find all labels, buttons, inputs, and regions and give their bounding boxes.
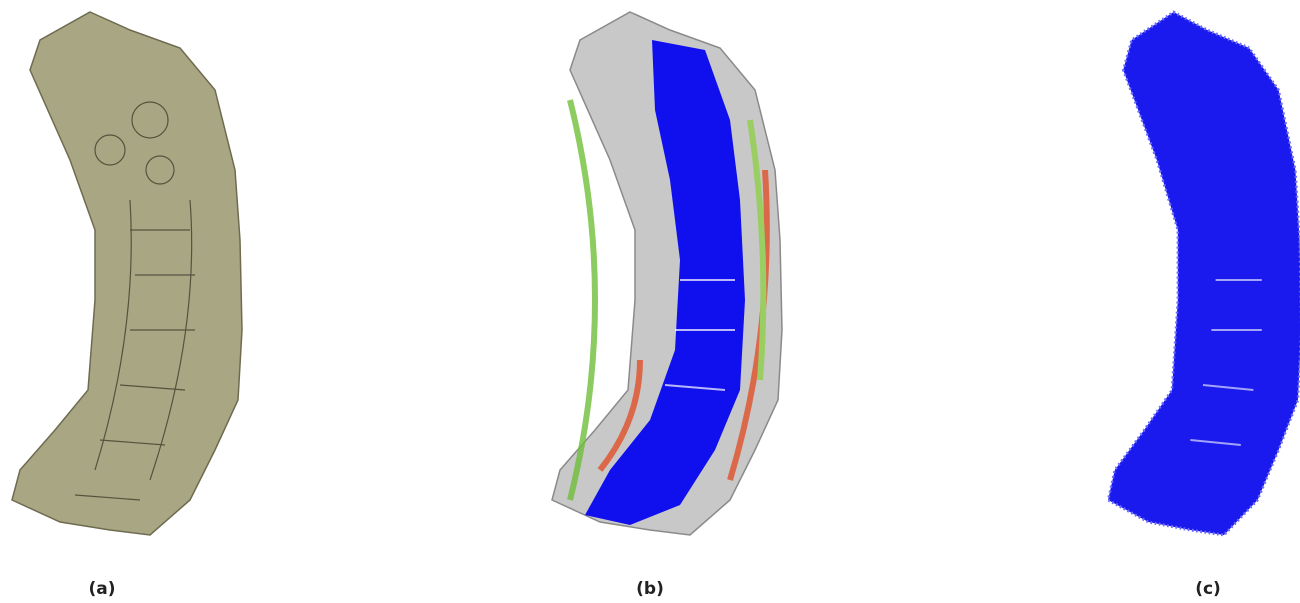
panel-c-image — [1108, 12, 1300, 535]
figure: (a) (b) (c) — [0, 0, 1300, 603]
panel-label: (a) — [88, 579, 115, 599]
panel-b-image — [552, 12, 782, 535]
panel-label: (b) — [636, 579, 664, 599]
panel-a-image — [12, 12, 242, 535]
panel-label: (c) — [1195, 579, 1221, 599]
